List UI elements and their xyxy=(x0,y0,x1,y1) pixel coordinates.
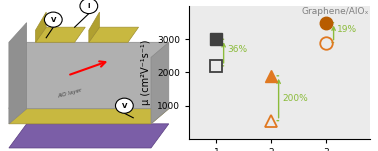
Polygon shape xyxy=(89,27,139,42)
Polygon shape xyxy=(36,12,46,42)
Text: V: V xyxy=(51,17,56,23)
Text: 19%: 19% xyxy=(337,26,357,34)
Text: I: I xyxy=(88,3,90,9)
Circle shape xyxy=(116,98,133,113)
Y-axis label: μ (cm²V⁻¹s⁻¹): μ (cm²V⁻¹s⁻¹) xyxy=(141,40,152,105)
Polygon shape xyxy=(36,27,85,42)
Polygon shape xyxy=(9,42,169,109)
Circle shape xyxy=(80,0,98,14)
Circle shape xyxy=(44,12,62,27)
Polygon shape xyxy=(9,109,169,124)
Polygon shape xyxy=(151,42,169,124)
Text: V: V xyxy=(122,103,127,109)
Polygon shape xyxy=(9,124,169,148)
Text: 36%: 36% xyxy=(227,45,247,54)
Text: AlO layer: AlO layer xyxy=(57,88,82,99)
Text: 200%: 200% xyxy=(282,94,308,103)
Polygon shape xyxy=(89,12,99,42)
Text: Graphene/AlOₓ: Graphene/AlOₓ xyxy=(301,7,369,16)
Polygon shape xyxy=(9,23,26,124)
